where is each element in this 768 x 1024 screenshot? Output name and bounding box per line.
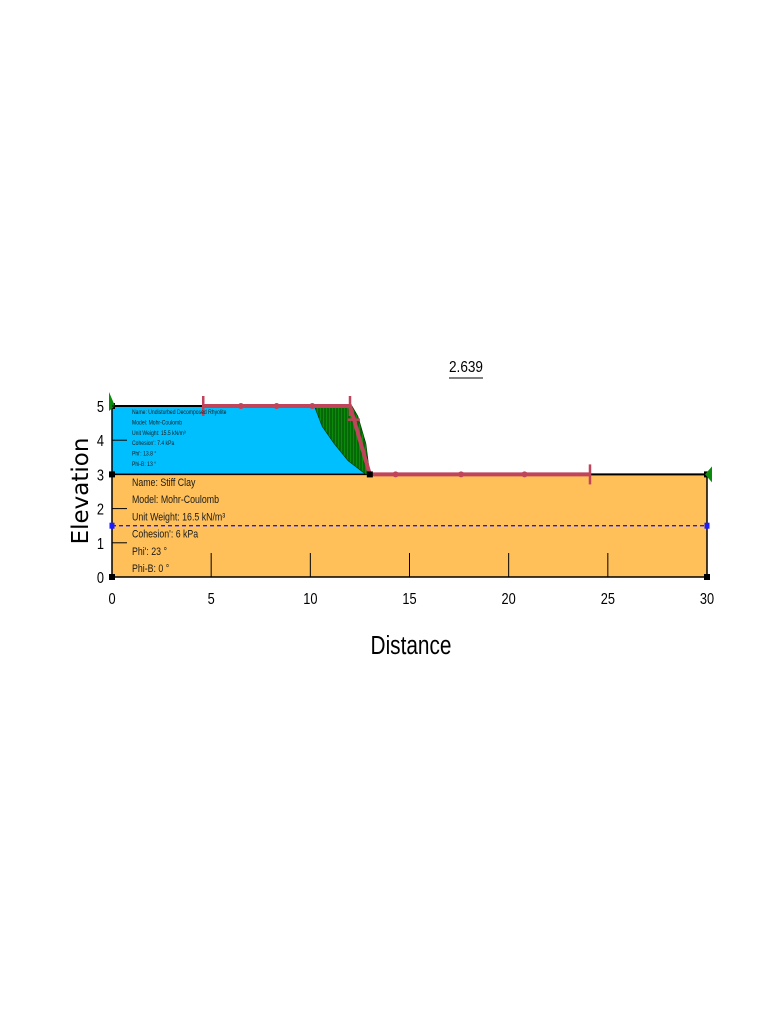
- geometry-node: [366, 471, 373, 478]
- material-property: Name: Stiff Clay: [132, 477, 195, 489]
- x-tick-label: 0: [108, 591, 115, 609]
- material-property: Unit Weight: 15.5 kN/m³: [132, 430, 186, 437]
- material-property: Phi': 13.8 °: [132, 451, 156, 458]
- boundary-marker-right: [705, 466, 712, 483]
- exit-point: [458, 471, 465, 478]
- material-property: Phi': 23 °: [132, 546, 167, 558]
- exit-range-line: [352, 419, 590, 477]
- x-tick-label: 10: [303, 591, 317, 609]
- exit-point: [392, 471, 399, 478]
- material-property: Name: Undisturbed Decomposed Rhyolite: [132, 410, 226, 417]
- material-property: Cohesion': 6 kPa: [132, 529, 199, 541]
- y-tick-label: 1: [97, 536, 104, 554]
- material-property: Phi-B: 13 °: [132, 462, 156, 469]
- entry-point: [237, 403, 244, 409]
- material-property: Cohesion': 7.4 kPa: [132, 441, 175, 448]
- material-property: Model: Mohr-Coulomb: [132, 420, 182, 427]
- y-tick-label: 3: [97, 467, 104, 485]
- y-tick-label: 2: [97, 501, 104, 519]
- y-tick-label: 4: [97, 433, 104, 451]
- material-property: Model: Mohr-Coulomb: [132, 494, 219, 506]
- material-property: Phi-B: 0 °: [132, 563, 169, 575]
- x-tick-label: 15: [402, 591, 416, 609]
- exit-point: [521, 471, 528, 478]
- water-table-left-point: [109, 522, 115, 529]
- x-axis-title: Distance: [371, 631, 452, 660]
- x-tick-label: 5: [208, 591, 215, 609]
- y-axis-title: Elevation: [68, 438, 94, 545]
- y-tick-label: 5: [97, 399, 104, 417]
- rhyolite-material-label: Name: Undisturbed Decomposed Rhyolite Mod…: [132, 410, 226, 469]
- material-property: Unit Weight: 16.5 kN/m³: [132, 512, 226, 524]
- factor-of-safety-label: 2.639: [449, 359, 483, 376]
- y-axis-tick-labels: 0 1 2 3 4 5: [97, 399, 104, 588]
- stiff-clay-material-label: Name: Stiff Clay Model: Mohr-Coulomb Unit …: [132, 477, 226, 575]
- entry-point: [273, 403, 280, 409]
- water-table-right-point: [704, 522, 710, 529]
- x-tick-label: 20: [502, 591, 516, 609]
- x-axis-ticks: [111, 553, 708, 577]
- y-tick-label: 0: [97, 570, 104, 588]
- entry-point: [309, 403, 316, 409]
- y-axis-ticks: [112, 405, 127, 578]
- x-tick-label: 25: [601, 591, 615, 609]
- x-tick-label: 30: [700, 591, 714, 609]
- x-axis-tick-labels: 0 5 10 15 20 25 30: [108, 591, 714, 609]
